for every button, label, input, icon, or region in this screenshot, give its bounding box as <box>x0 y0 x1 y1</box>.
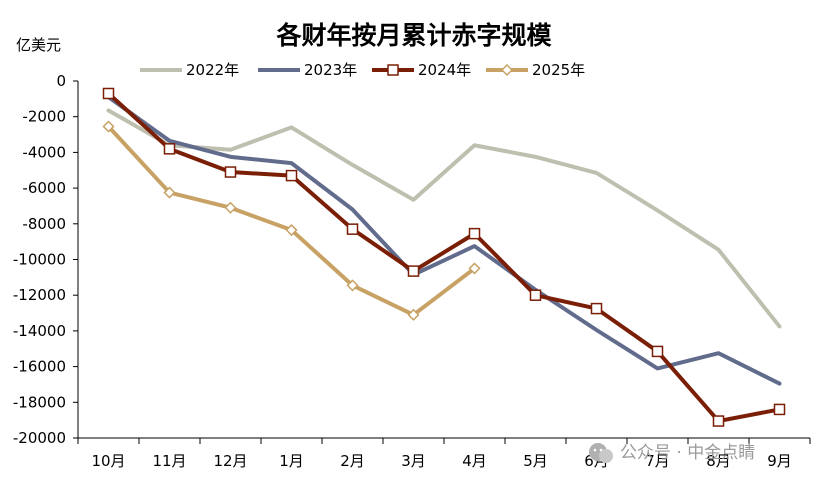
series-group <box>102 87 786 427</box>
series-line-2 <box>106 91 782 424</box>
y-tick-label: -10000 <box>13 251 66 269</box>
x-tick-label: 9月 <box>767 452 792 470</box>
data-point <box>712 415 725 427</box>
series-line-1 <box>106 95 782 386</box>
data-point <box>407 265 420 277</box>
data-point <box>285 169 298 182</box>
x-tick-label: 7月 <box>645 452 670 470</box>
watermark: 公众号 · 中金点睛 <box>589 443 755 463</box>
y-tick-label: -4000 <box>22 143 66 161</box>
y-tick-label: -6000 <box>22 179 66 197</box>
y-tick-label: -2000 <box>22 108 66 126</box>
series-line-0 <box>106 108 782 329</box>
data-point <box>529 289 542 301</box>
legend-label: 2024年 <box>418 61 471 79</box>
data-point <box>224 166 237 178</box>
y-tick-label: 0 <box>56 72 66 90</box>
data-point <box>163 186 176 199</box>
y-tick-label: -12000 <box>13 286 66 304</box>
watermark-text: 公众号 · 中金点睛 <box>620 443 755 463</box>
data-point <box>102 87 115 100</box>
legend-label: 2025年 <box>532 61 585 79</box>
legend-label: 2022年 <box>186 61 239 79</box>
x-tick-label: 2月 <box>340 452 365 470</box>
data-point <box>468 227 481 240</box>
x-tick-label: 3月 <box>401 452 426 470</box>
x-tick-label: 1月 <box>279 452 304 470</box>
y-tick-label: -20000 <box>13 429 66 447</box>
y-tick-label: -8000 <box>22 215 66 233</box>
data-point <box>346 279 359 292</box>
data-point <box>285 223 298 237</box>
data-point <box>651 345 664 358</box>
wechat-icon <box>589 443 613 463</box>
data-point <box>407 308 420 321</box>
y-tick-label: -14000 <box>13 322 66 340</box>
data-point <box>163 143 176 155</box>
x-tick-label: 8月 <box>706 452 731 470</box>
chart-title: 各财年按月累计赤字规模 <box>275 21 552 50</box>
y-axis-label: 亿美元 <box>16 36 61 54</box>
y-tick-label: -16000 <box>13 358 66 376</box>
data-point <box>346 223 359 235</box>
x-tick-label: 12月 <box>213 452 247 470</box>
legend: 2022年 2023年 2024年 2025年 <box>140 61 585 79</box>
x-tick-label: 5月 <box>523 452 548 470</box>
data-point <box>468 262 481 275</box>
legend-label: 2023年 <box>304 61 357 79</box>
legend-marker <box>500 63 514 77</box>
data-point <box>102 120 115 133</box>
data-point <box>590 302 603 315</box>
y-tick-label: -18000 <box>13 393 66 411</box>
legend-marker <box>387 64 399 76</box>
series-line-3 <box>106 124 477 317</box>
data-point <box>773 403 786 416</box>
x-tick-label: 11月 <box>152 452 186 470</box>
data-point <box>224 201 237 214</box>
x-tick-label: 4月 <box>462 452 487 470</box>
axes: 0 -2000 -4000 -6000 -8000 -10000 -12000 -14000 -… <box>13 72 811 470</box>
x-tick-label: 10月 <box>91 452 125 470</box>
